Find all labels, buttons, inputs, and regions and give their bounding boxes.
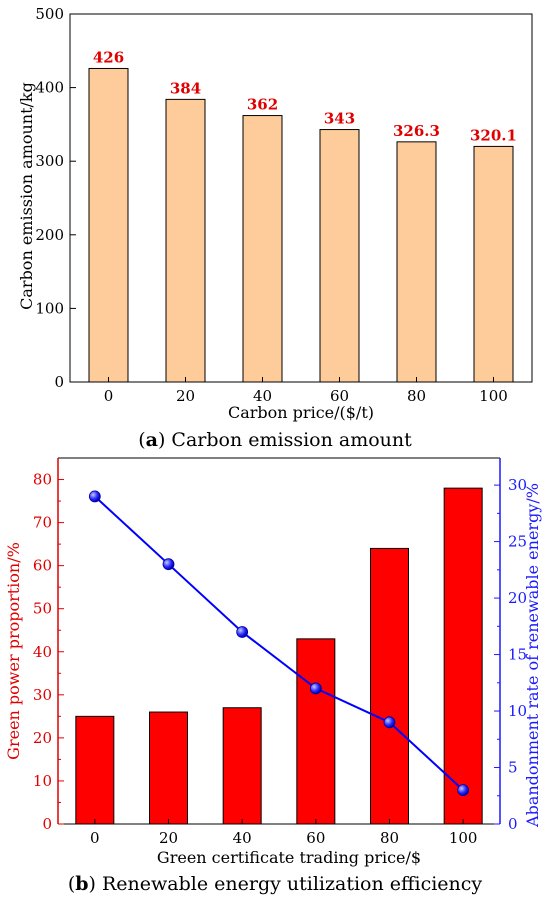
chart-b-right-tick-label: 10: [508, 702, 527, 720]
chart-a-bar: [242, 115, 283, 383]
chart-b-caption-letter: b: [75, 873, 88, 895]
chart-a-bar: [319, 129, 360, 383]
chart-b-ylabel-right: Abandonment rate of renewable energy/%: [523, 483, 542, 828]
chart-b-right-tick-label: 20: [508, 589, 527, 607]
chart-b-line-point: [88, 490, 101, 503]
chart-b-line-point: [383, 716, 396, 729]
chart-a-data-label: 426: [93, 48, 124, 66]
chart-a-bar: [165, 98, 206, 383]
chart-b-xtick-label: 60: [306, 829, 325, 847]
chart-b-line-point: [457, 784, 470, 797]
chart-a-xtick-label: 20: [176, 387, 195, 405]
chart-b-bar: [75, 715, 115, 825]
chart-a-caption: (a) Carbon emission amount: [138, 429, 412, 451]
chart-b-left-tick-label: 20: [33, 729, 52, 747]
chart-b-left-tick-label: 70: [33, 514, 52, 532]
chart-b-xtick-label: 40: [233, 829, 252, 847]
chart-b-bar: [443, 487, 483, 825]
chart-b-line-point: [236, 626, 249, 638]
chart-b-line-point: [309, 682, 322, 695]
chart-a-ytick-label: 0: [54, 373, 64, 391]
chart-b-xlabel: Green certificate trading price/$: [157, 848, 421, 867]
chart-b-ylabel-left: Green power proportion/%: [4, 542, 23, 760]
chart-b-bar: [222, 707, 262, 825]
chart-a-xlabel: Carbon price/($/t): [228, 403, 374, 422]
chart-a-xtick-label: 100: [479, 387, 508, 405]
chart-b-left-tick-label: 60: [33, 557, 52, 575]
chart-b-bar: [149, 711, 188, 825]
chart-b-left-tick-label: 0: [42, 815, 52, 833]
chart-a-ytick-label: 200: [35, 226, 64, 244]
chart-b-bar: [370, 547, 409, 825]
chart-a-data-label: 320.1: [470, 126, 517, 144]
chart-b-right-tick-label: 30: [508, 476, 527, 494]
chart-a-data-label: 362: [247, 96, 278, 114]
chart-a-xtick-label: 80: [407, 387, 426, 405]
chart-b-xtick-label: 0: [90, 829, 100, 847]
chart-a-caption-text: Carbon emission amount: [171, 429, 412, 451]
chart-b-right-tick-label: 25: [508, 533, 527, 551]
chart-b-bar: [296, 638, 336, 825]
chart-a-data-label: 384: [170, 79, 201, 97]
chart-a-ytick-label: 100: [35, 299, 64, 317]
chart-b-caption: (b) Renewable energy utilization efficie…: [68, 873, 483, 895]
chart-a-ylabel: Carbon emission amount/kg: [17, 82, 36, 310]
chart-a-caption-letter: a: [146, 429, 158, 451]
chart-b-line-series: [94, 495, 464, 791]
chart-b-xtick-label: 100: [449, 829, 478, 847]
chart-a-xtick-label: 60: [330, 387, 349, 405]
chart-a-xtick-label: 0: [104, 387, 114, 405]
chart-b-left-tick-label: 50: [33, 600, 52, 618]
chart-a-ytick-label: 400: [35, 79, 64, 97]
chart-a-frame: [69, 13, 533, 383]
chart-b-right-tick-label: 5: [508, 759, 518, 777]
chart-b-xtick-label: 80: [380, 829, 399, 847]
chart-b-right-tick-label: 15: [508, 646, 527, 664]
chart-b-left-tick-label: 10: [33, 772, 52, 790]
chart-a-bar: [396, 141, 437, 383]
chart-b-left-tick-label: 40: [33, 643, 52, 661]
chart-a-xtick-label: 40: [253, 387, 272, 405]
chart-a-bar: [473, 145, 514, 383]
chart-b-caption-text: Renewable energy utilization efficiency: [102, 873, 482, 895]
chart-b-left-tick-label: 80: [33, 471, 52, 489]
chart-a-data-label: 343: [324, 110, 355, 128]
chart-a-data-label: 326.3: [393, 122, 440, 140]
chart-b-line-point: [162, 558, 175, 571]
chart-a-bar: [88, 67, 129, 383]
chart-b-xtick-label: 20: [159, 829, 178, 847]
chart-a-ytick-label: 300: [35, 152, 64, 170]
chart-b-right-tick-label: 0: [508, 815, 518, 833]
chart-b-left-tick-label: 30: [33, 686, 52, 704]
chart-a-ytick-label: 500: [35, 5, 64, 23]
chart-a: Carbon emission amount/kg Carbon price/(…: [17, 5, 533, 451]
chart-b: Green power proportion/% Abandonment rat…: [4, 457, 542, 895]
